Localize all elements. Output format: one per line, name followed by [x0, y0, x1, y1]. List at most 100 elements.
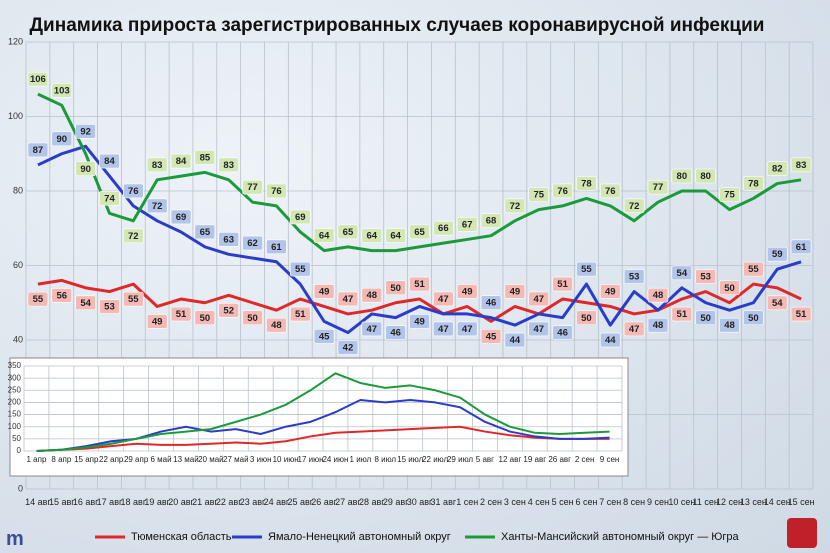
data-label-box — [218, 302, 240, 318]
data-label: 46 — [390, 328, 401, 339]
legend-label: Ханты-Мансийский автономный округ — Югра — [501, 531, 740, 543]
data-label: 50 — [748, 313, 759, 324]
x-tick-label: 12 авг — [499, 455, 522, 464]
data-label-box — [337, 224, 359, 240]
data-label-box — [337, 291, 359, 307]
x-tick-label: 22 апр — [99, 455, 124, 464]
data-label-box — [27, 291, 49, 307]
data-label: 51 — [295, 309, 306, 320]
data-label-box — [75, 124, 96, 139]
data-label-box — [719, 187, 740, 202]
x-tick-label: 13 сен — [739, 497, 767, 507]
data-label-box — [27, 142, 49, 158]
data-label-box — [123, 183, 144, 199]
data-label-box — [790, 157, 812, 173]
data-label-box — [242, 179, 263, 195]
data-label-box — [289, 209, 311, 225]
data-label-box — [409, 224, 430, 240]
data-label-box — [766, 246, 788, 262]
data-label-box — [242, 310, 263, 326]
data-label-box — [599, 332, 621, 348]
data-label: 63 — [223, 234, 234, 245]
x-tick-label: 1 сен — [456, 497, 479, 507]
x-tick-label: 17 авг — [96, 497, 123, 507]
x-tick-label: 24 июн — [322, 455, 348, 464]
x-tick-label: 21 авг — [192, 497, 218, 507]
data-label: 74 — [104, 193, 115, 204]
y-tick-label: 100 — [8, 111, 23, 121]
data-label: 75 — [533, 190, 544, 201]
data-label: 65 — [343, 227, 354, 238]
data-label: 67 — [462, 219, 473, 230]
x-tick-label: 20 авг — [168, 497, 194, 507]
data-label-box — [671, 265, 693, 281]
y-tick-label: 40 — [13, 334, 23, 344]
x-tick-label: 26 авг — [548, 455, 571, 464]
x-tick-label: 10 июн — [273, 455, 299, 464]
x-tick-label: 28 авг — [359, 497, 385, 507]
data-label: 64 — [367, 231, 378, 242]
chart-title: Динамика прироста зарегистрированных слу… — [30, 15, 765, 36]
data-label-box — [146, 157, 168, 173]
data-label: 55 — [581, 264, 592, 275]
data-label: 85 — [200, 152, 211, 163]
x-tick-label: 29 июл — [447, 455, 473, 464]
data-label: 42 — [343, 343, 354, 354]
data-label: 50 — [247, 313, 258, 324]
data-label: 68 — [486, 216, 497, 227]
data-label: 69 — [295, 212, 306, 223]
x-tick-label: 27 май — [223, 455, 249, 464]
y-tick-label: 50 — [12, 434, 21, 443]
legend-label: Тюменская область — [131, 531, 232, 543]
x-tick-label: 6 май — [150, 455, 171, 464]
data-label-box — [75, 161, 96, 177]
data-label: 45 — [486, 331, 497, 342]
x-tick-label: 7 сен — [599, 497, 622, 507]
data-label-box — [123, 228, 144, 244]
x-tick-label: 17 июн — [298, 455, 324, 464]
data-label-box — [170, 153, 192, 169]
x-tick-label: 23 авг — [239, 497, 266, 507]
x-tick-label: 19 авг — [144, 497, 170, 507]
data-label-box — [623, 198, 645, 214]
x-tick-label: 15 авг — [48, 497, 75, 507]
data-label-box — [647, 287, 669, 303]
data-label: 47 — [343, 294, 354, 305]
x-tick-label: 10 сен — [668, 497, 696, 507]
data-label-box — [242, 235, 263, 251]
data-label: 55 — [128, 294, 139, 305]
data-label-box — [743, 176, 764, 191]
data-label-box — [766, 295, 788, 311]
data-label: 77 — [247, 182, 258, 193]
data-label: 54 — [677, 268, 688, 279]
data-label-box — [695, 168, 716, 184]
data-label: 106 — [30, 74, 46, 85]
data-label: 80 — [677, 171, 688, 182]
data-label: 76 — [271, 186, 282, 197]
y-tick-label: 80 — [13, 185, 23, 195]
data-label: 84 — [176, 156, 187, 167]
x-tick-label: 2 сен — [480, 497, 503, 507]
y-tick-label: 300 — [8, 373, 22, 382]
x-tick-label: 5 сен — [551, 497, 574, 507]
data-label-box — [123, 291, 144, 307]
y-tick-label: 200 — [8, 398, 22, 407]
data-label-box — [552, 276, 573, 292]
data-label-box — [289, 261, 311, 277]
data-label: 59 — [772, 249, 783, 260]
data-label-box — [671, 168, 693, 184]
x-tick-label: 30 авг — [406, 497, 433, 507]
data-label: 90 — [80, 164, 91, 175]
data-label: 76 — [605, 186, 616, 197]
data-label: 48 — [367, 290, 378, 301]
data-label: 47 — [438, 324, 449, 335]
data-label: 55 — [295, 264, 306, 275]
data-label: 54 — [772, 298, 783, 309]
data-label-box — [433, 220, 454, 236]
x-tick-label: 22 авг — [215, 497, 242, 507]
data-label: 50 — [700, 313, 711, 324]
data-label: 50 — [390, 283, 401, 294]
data-label-box — [313, 284, 335, 299]
data-label: 50 — [200, 313, 211, 324]
